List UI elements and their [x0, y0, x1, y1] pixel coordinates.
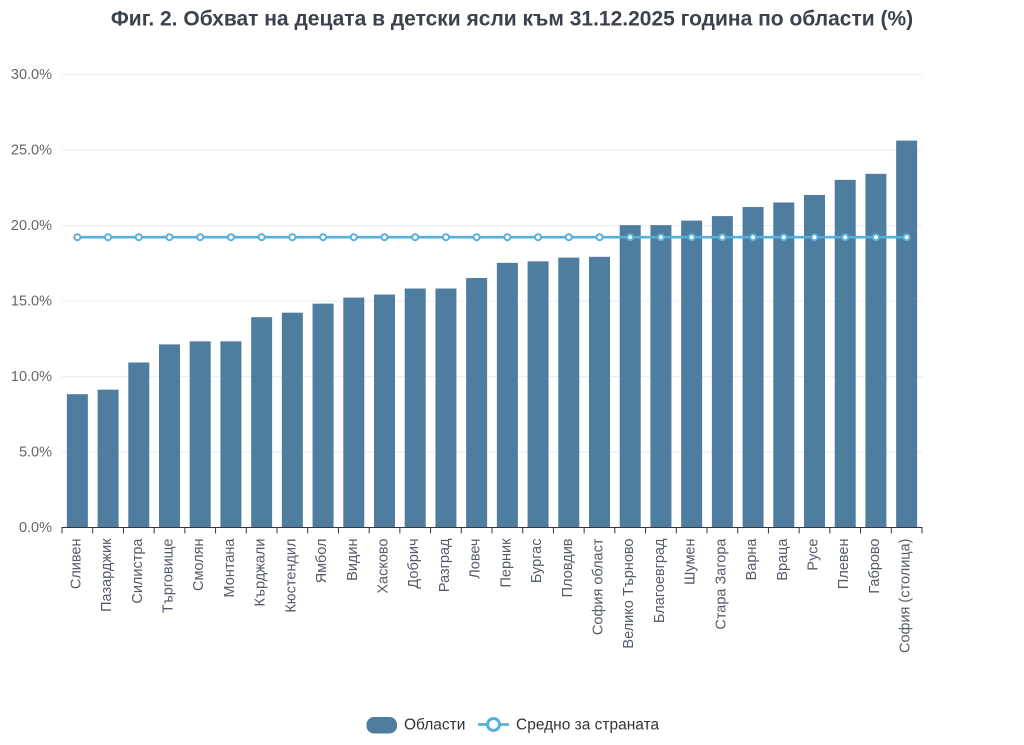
svg-text:Варна: Варна [744, 538, 760, 581]
svg-text:Монтана: Монтана [222, 538, 238, 598]
svg-text:Видин: Видин [345, 539, 361, 581]
svg-text:5.0%: 5.0% [19, 445, 52, 461]
svg-text:Пазарджик: Пазарджик [99, 538, 115, 612]
svg-text:Пловдив: Пловдив [560, 538, 576, 597]
svg-text:30.0%: 30.0% [11, 67, 52, 83]
svg-text:Сливен: Сливен [68, 539, 84, 590]
svg-text:Велико Търново: Велико Търново [621, 539, 637, 649]
svg-text:Кюстендил: Кюстендил [283, 539, 299, 613]
svg-text:Средно за страната: Средно за страната [516, 717, 660, 734]
svg-text:София (столица): София (столица) [898, 539, 914, 654]
svg-text:Области: Области [404, 717, 465, 734]
svg-text:20.0%: 20.0% [11, 218, 52, 234]
svg-text:Силистра: Силистра [130, 538, 146, 604]
svg-text:Ямбол: Ямбол [314, 539, 330, 584]
svg-text:10.0%: 10.0% [11, 369, 52, 385]
svg-text:Хасково: Хасково [376, 539, 392, 594]
svg-text:Плевен: Плевен [836, 539, 852, 590]
svg-text:Разград: Разград [437, 538, 453, 592]
svg-text:Бургас: Бургас [529, 539, 545, 584]
svg-text:Кърджали: Кърджали [253, 539, 269, 607]
svg-text:Фиг. 2. Обхват на децата в дет: Фиг. 2. Обхват на децата в детски ясли к… [111, 8, 913, 31]
svg-text:Благоевград: Благоевград [652, 538, 668, 623]
svg-text:Смолян: Смолян [191, 539, 207, 592]
svg-text:Добрич: Добрич [406, 539, 422, 589]
svg-text:Перник: Перник [498, 538, 514, 588]
svg-text:0.0%: 0.0% [19, 520, 52, 536]
svg-text:Стара Загора: Стара Загора [713, 538, 729, 630]
svg-text:15.0%: 15.0% [11, 294, 52, 310]
svg-text:Ловеч: Ловеч [468, 539, 484, 579]
svg-text:25.0%: 25.0% [11, 143, 52, 159]
svg-text:София област: София област [591, 538, 607, 635]
svg-text:Русе: Русе [806, 539, 822, 571]
svg-text:Търговище: Търговище [161, 539, 177, 614]
svg-text:Враца: Враца [775, 538, 791, 581]
svg-text:Габрово: Габрово [867, 539, 883, 594]
svg-text:Шумен: Шумен [683, 539, 699, 585]
